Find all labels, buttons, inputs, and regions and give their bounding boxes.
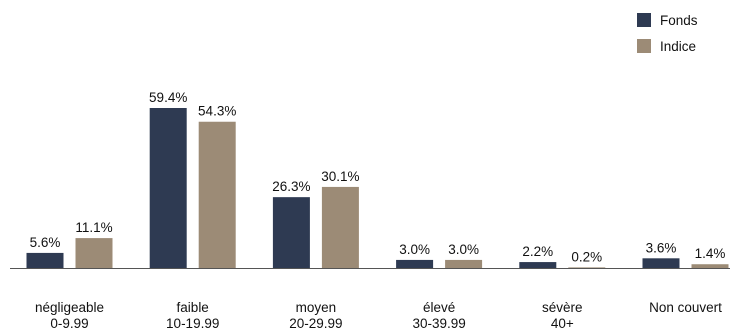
chart-bars	[26, 108, 729, 269]
x-tick-sublabel-3: 30-39,99	[412, 316, 465, 328]
data-label-indice-1: 54.3%	[198, 104, 236, 119]
bar-fonds-4	[519, 262, 557, 268]
x-tick-sublabel-0: 0-9,99	[50, 316, 88, 328]
bar-indice-2	[321, 186, 359, 268]
data-label-indice-2: 30.1%	[321, 169, 359, 184]
legend-swatch-fonds	[637, 13, 651, 27]
x-tick-sublabel-2: 20-29,99	[289, 316, 342, 328]
bar-indice-3	[445, 259, 483, 268]
bar-fonds-5	[642, 258, 680, 268]
legend-label-indice: Indice	[660, 39, 696, 54]
bar-fonds-0	[26, 252, 64, 268]
x-tick-label-2: moyen	[296, 300, 337, 315]
x-tick-label-4: sévère	[542, 300, 583, 315]
x-tick-sublabel-4: 40+	[551, 316, 574, 328]
bar-fonds-3	[396, 259, 434, 268]
x-tick-sublabel-1: 10-19,99	[166, 316, 219, 328]
data-label-indice-3: 3.0%	[448, 242, 479, 257]
data-label-indice-4: 0.2%	[571, 249, 602, 264]
bar-fonds-2	[272, 197, 310, 268]
x-tick-label-3: élevé	[423, 300, 455, 315]
chart-legend: Fonds Indice	[637, 13, 698, 54]
x-tick-label-1: faible	[177, 300, 209, 315]
legend-swatch-indice	[637, 39, 651, 53]
data-label-fonds-4: 2.2%	[522, 244, 553, 259]
data-label-fonds-2: 26.3%	[272, 179, 310, 194]
x-tick-label-5: Non couvert	[649, 300, 722, 315]
data-label-fonds-1: 59.4%	[149, 90, 187, 105]
data-label-fonds-5: 3.6%	[646, 240, 677, 255]
bar-indice-5	[691, 264, 729, 268]
x-tick-label-0: négligeable	[35, 300, 104, 315]
legend-label-fonds: Fonds	[660, 13, 698, 28]
data-label-fonds-0: 5.6%	[30, 235, 61, 250]
bar-indice-4	[568, 267, 606, 268]
data-label-indice-5: 1.4%	[695, 246, 726, 261]
bar-indice-0	[75, 238, 113, 268]
bar-indice-1	[198, 121, 236, 269]
chart-data-labels: 5.6% 11.1% 59.4% 54.3% 26.3% 30.1% 3.0% 3.0% 2.2…	[30, 90, 726, 264]
bar-fonds-1	[149, 108, 187, 268]
data-label-fonds-3: 3.0%	[399, 242, 430, 257]
data-label-indice-0: 11.1%	[75, 220, 112, 235]
